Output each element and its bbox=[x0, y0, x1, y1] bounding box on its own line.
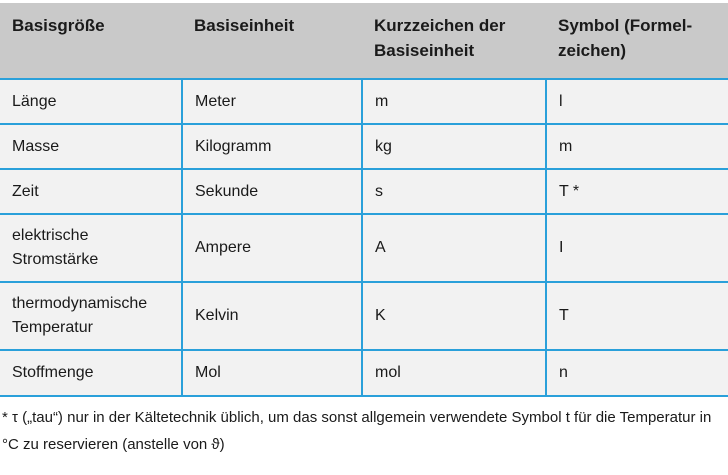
header-cell: Kurzzeichen der Basiseinheit bbox=[362, 3, 546, 79]
table-cell: Mol bbox=[181, 349, 363, 397]
table-cell: Masse bbox=[0, 123, 183, 170]
header-cell: Basiseinheit bbox=[182, 3, 362, 79]
table-cell: Kelvin bbox=[181, 281, 363, 351]
table-cell: s bbox=[361, 168, 547, 215]
table-cell: kg bbox=[361, 123, 547, 170]
table-cell: m bbox=[545, 123, 728, 170]
table-row: thermodynamische Temperatur Kelvin K T bbox=[0, 281, 728, 351]
table-cell: Länge bbox=[0, 78, 183, 125]
table-cell: Sekunde bbox=[181, 168, 363, 215]
table-row: Länge Meter m l bbox=[0, 78, 728, 125]
table-row: Masse Kilogramm kg m bbox=[0, 123, 728, 170]
table-row: Zeit Sekunde s T * bbox=[0, 168, 728, 215]
table-cell: Zeit bbox=[0, 168, 183, 215]
table-cell: thermodynamische Temperatur bbox=[0, 281, 183, 351]
footnote: * τ („tau“) nur in der Kältetechnik übli… bbox=[2, 409, 712, 453]
table-cell: T bbox=[545, 281, 728, 351]
table-cell: Meter bbox=[181, 78, 363, 125]
header-cell: Symbol (Formel-zeichen) bbox=[546, 3, 728, 79]
table-cell: mol bbox=[361, 349, 547, 397]
table-cell: K bbox=[361, 281, 547, 351]
table-row: Stoffmenge Mol mol n bbox=[0, 349, 728, 397]
table-cell: I bbox=[545, 213, 728, 283]
table-cell: m bbox=[361, 78, 547, 125]
base-units-table: Basisgröße Basiseinheit Kurzzeichen der … bbox=[0, 3, 728, 397]
table-row: elektrische Stromstärke Ampere A I bbox=[0, 213, 728, 283]
table-cell: Ampere bbox=[181, 213, 363, 283]
table-cell: l bbox=[545, 78, 728, 125]
table-cell: A bbox=[361, 213, 547, 283]
table-cell: T * bbox=[545, 168, 728, 215]
table-cell: Kilogramm bbox=[181, 123, 363, 170]
header-row: Basisgröße Basiseinheit Kurzzeichen der … bbox=[0, 3, 728, 79]
table-cell: elektrische Stromstärke bbox=[0, 213, 183, 283]
header-cell: Basisgröße bbox=[0, 3, 182, 79]
table-cell: n bbox=[545, 349, 728, 397]
table-cell: Stoffmenge bbox=[0, 349, 183, 397]
